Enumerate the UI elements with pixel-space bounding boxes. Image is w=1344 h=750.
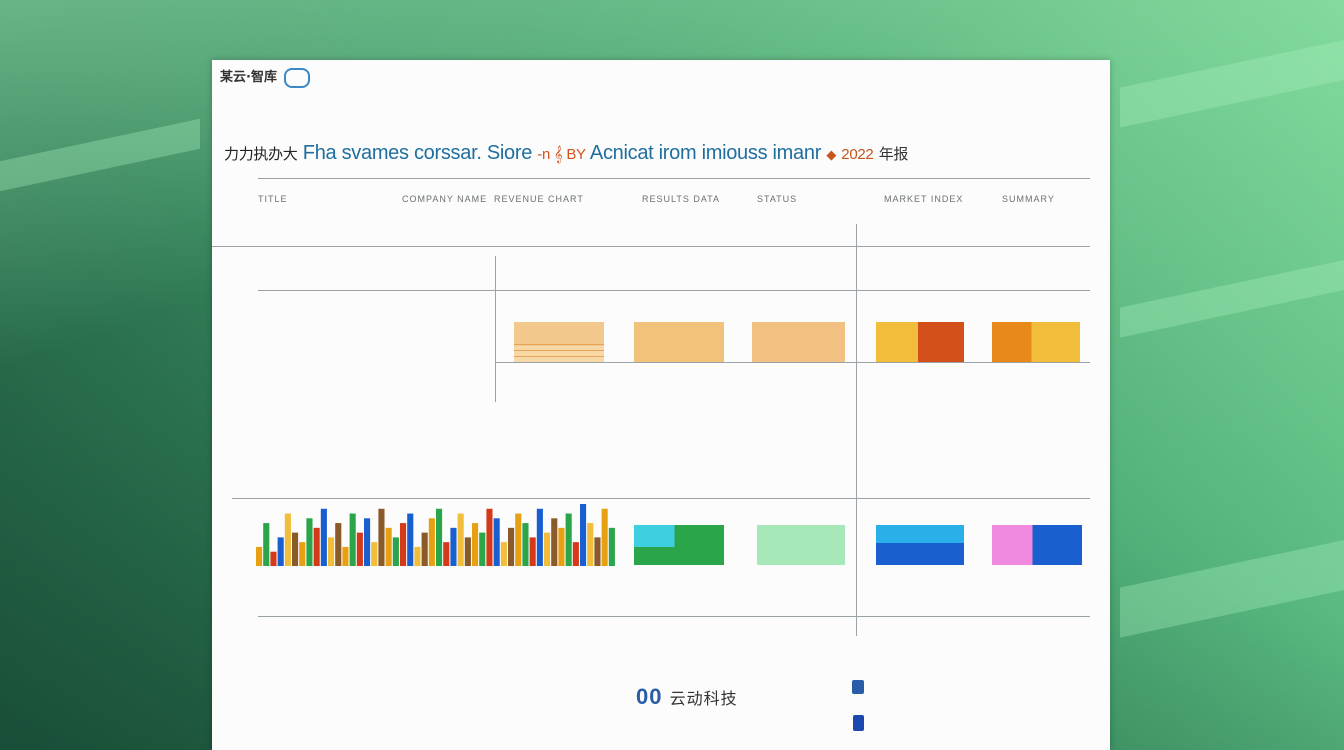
chart-bar	[342, 546, 349, 566]
chart-bar	[472, 523, 479, 566]
chart-bar	[277, 537, 284, 566]
chart-bar	[292, 532, 299, 566]
grid-line	[258, 616, 1090, 617]
column-header: SUMMARY	[1002, 194, 1055, 204]
color-block	[752, 322, 845, 362]
grid-line	[495, 256, 496, 402]
chart-bar	[320, 508, 327, 566]
grid-line	[232, 498, 1090, 499]
color-block	[634, 525, 724, 565]
chart-bar	[306, 518, 313, 566]
chart-bar	[457, 513, 464, 566]
grid-line	[496, 362, 1090, 363]
chart-bar	[587, 523, 594, 566]
color-block	[876, 322, 964, 362]
column-header: COMPANY NAME	[402, 194, 488, 204]
title-num: 2022	[841, 146, 874, 163]
chart-bar	[464, 537, 471, 566]
chart-bar	[529, 537, 536, 566]
chart-bar	[565, 513, 572, 566]
report-sheet: 某云·智库 力力执办大 Fha svames corssar. Siore -n…	[212, 60, 1110, 750]
grid-line	[212, 246, 1090, 247]
title-main: Fha svames corssar. Siore	[302, 142, 533, 164]
column-header: RESULTS DATA	[642, 194, 721, 204]
small-blue-icon	[852, 680, 864, 694]
footer-logo: 00 云动科技	[636, 684, 738, 710]
chart-bar	[594, 537, 601, 566]
grid-line	[856, 224, 857, 636]
report-title: 力力执办大 Fha svames corssar. Siore -n 𝄞 BY …	[224, 142, 908, 165]
column-header: MARKET INDEX	[884, 194, 964, 204]
chart-bar	[263, 523, 270, 566]
chart-bar	[400, 523, 407, 566]
chart-bar	[385, 527, 392, 566]
chart-bar	[356, 532, 363, 566]
title-rest: Acnicat irom imiouss imanr	[589, 142, 822, 164]
color-block	[514, 322, 604, 362]
chart-bar	[428, 518, 435, 566]
title-prefix: 力力执办大	[224, 145, 298, 163]
footer-logo-mark: 00	[636, 684, 663, 709]
chart-bar	[580, 504, 587, 566]
chart-bar	[299, 542, 306, 566]
color-block	[992, 525, 1082, 565]
title-mid: -n 𝄞 BY	[537, 146, 586, 163]
chart-bar	[407, 513, 414, 566]
grid-line	[258, 290, 1090, 291]
title-separator-icon: ◆	[826, 147, 837, 162]
chart-bar	[371, 542, 378, 566]
chart-bar	[284, 513, 291, 566]
chart-bar	[414, 546, 421, 566]
color-block	[992, 322, 1080, 362]
chart-bar	[364, 518, 371, 566]
chart-bar	[450, 527, 457, 566]
color-block	[634, 322, 724, 362]
chart-bar	[551, 518, 558, 566]
title-suffix: 年报	[878, 145, 909, 163]
chart-bar	[313, 527, 320, 566]
chart-bar	[335, 523, 342, 566]
revenue-bar-chart	[256, 504, 615, 566]
footer-logo-text: 云动科技	[669, 689, 738, 708]
chart-bar	[328, 537, 335, 566]
chart-bar	[349, 513, 356, 566]
column-header: REVENUE CHART	[494, 194, 584, 204]
chart-bar	[486, 508, 493, 566]
column-header: TITLE	[258, 194, 288, 204]
chart-bar	[436, 508, 443, 566]
brand-logo: 某云·智库	[220, 66, 311, 88]
color-block	[876, 525, 964, 565]
chart-bar	[392, 537, 399, 566]
chart-bar	[479, 532, 486, 566]
chart-bar	[256, 546, 263, 566]
chart-bar	[572, 542, 579, 566]
chart-bar	[601, 508, 608, 566]
chart-bar	[378, 508, 385, 566]
chart-bar	[421, 532, 428, 566]
chart-bar	[608, 527, 615, 566]
small-blue-icon	[853, 715, 864, 731]
chart-bar	[536, 508, 543, 566]
color-block	[757, 525, 845, 565]
brand-logo-text: 某云·智库	[220, 70, 277, 85]
chart-bar	[493, 518, 500, 566]
chart-bar	[515, 513, 522, 566]
chart-bar	[500, 542, 507, 566]
chart-bar	[558, 527, 565, 566]
chart-bar	[443, 542, 450, 566]
brand-badge-icon	[284, 67, 311, 88]
chart-bar	[508, 527, 515, 566]
chart-bar	[270, 551, 277, 566]
chart-bar	[544, 532, 551, 566]
chart-bar	[522, 523, 529, 566]
column-header: STATUS	[757, 194, 798, 204]
title-rule	[258, 178, 1090, 179]
